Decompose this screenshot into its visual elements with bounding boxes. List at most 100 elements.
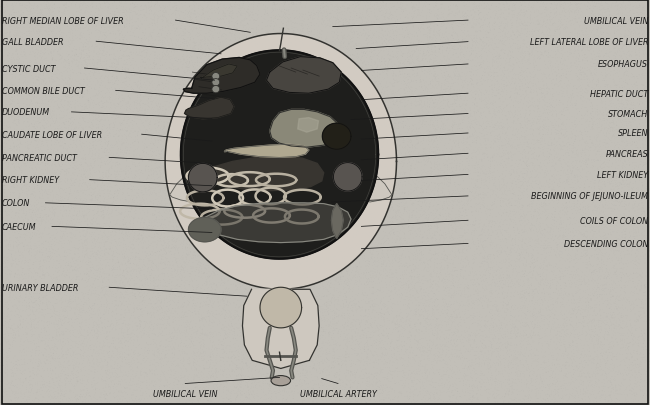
Point <box>593 168 603 175</box>
Point <box>70 170 80 177</box>
Point <box>339 158 349 164</box>
Point <box>1 217 11 224</box>
Point <box>16 339 26 345</box>
Point <box>246 330 256 337</box>
Point <box>505 313 515 319</box>
Point <box>547 100 558 107</box>
Point <box>600 1 610 7</box>
Point <box>474 145 484 151</box>
Point <box>480 0 491 4</box>
Point <box>488 0 499 4</box>
Point <box>599 53 609 60</box>
Point <box>250 367 261 373</box>
Point <box>158 260 168 266</box>
Point <box>82 378 92 384</box>
Point <box>469 5 480 11</box>
Point <box>450 344 461 350</box>
Point <box>55 290 65 297</box>
Point <box>590 383 600 389</box>
Point <box>174 369 184 375</box>
Point <box>176 339 187 345</box>
Point <box>318 240 329 246</box>
Point <box>294 298 304 305</box>
Point <box>254 28 265 34</box>
Point <box>426 95 437 102</box>
Point <box>117 390 127 397</box>
Point <box>109 309 119 315</box>
Point <box>0 150 9 157</box>
Point <box>333 90 343 97</box>
Point <box>592 245 602 252</box>
Point <box>482 151 493 158</box>
Point <box>199 215 209 222</box>
Point <box>283 88 294 94</box>
Point <box>378 354 389 361</box>
Point <box>506 330 517 337</box>
Point <box>98 47 109 53</box>
Point <box>417 339 428 346</box>
Point <box>245 269 255 275</box>
Point <box>274 185 285 192</box>
Point <box>0 158 5 164</box>
Point <box>64 15 74 21</box>
Point <box>461 76 471 82</box>
Point <box>133 195 143 201</box>
Point <box>569 37 579 43</box>
Point <box>630 208 641 215</box>
Point <box>298 240 309 247</box>
Point <box>489 378 500 385</box>
Point <box>263 103 273 109</box>
Point <box>40 295 51 301</box>
Point <box>588 12 599 19</box>
Point <box>447 192 457 198</box>
Point <box>148 361 158 367</box>
Point <box>29 122 40 128</box>
Point <box>10 213 21 219</box>
Point <box>380 111 391 118</box>
Point <box>621 217 632 223</box>
Point <box>71 307 81 313</box>
Point <box>298 55 308 62</box>
Point <box>122 66 132 72</box>
Point <box>450 38 461 44</box>
Point <box>283 34 293 41</box>
Point <box>483 77 493 84</box>
Point <box>359 102 370 109</box>
Point <box>346 342 356 349</box>
Point <box>568 216 578 222</box>
Point <box>155 102 166 109</box>
Point <box>92 228 103 234</box>
Point <box>596 0 606 6</box>
Point <box>551 102 562 109</box>
Point <box>323 331 333 337</box>
Point <box>603 135 614 142</box>
Point <box>164 45 174 51</box>
Point <box>203 393 213 399</box>
Point <box>105 289 116 295</box>
Point <box>588 122 598 129</box>
Point <box>479 134 489 140</box>
Point <box>639 21 649 28</box>
Point <box>274 340 285 346</box>
Point <box>485 97 495 103</box>
Point <box>512 246 523 253</box>
Point <box>322 398 332 405</box>
Point <box>566 9 576 15</box>
Point <box>76 325 86 331</box>
Point <box>110 9 120 15</box>
Point <box>483 301 493 308</box>
Point <box>341 399 352 405</box>
Point <box>363 350 374 356</box>
Point <box>21 291 31 298</box>
Point <box>558 292 568 299</box>
Point <box>483 155 493 162</box>
Point <box>627 203 638 209</box>
Point <box>430 396 440 403</box>
Point <box>519 126 529 132</box>
Point <box>75 19 86 26</box>
Point <box>573 304 584 310</box>
Point <box>292 96 303 102</box>
Point <box>462 141 472 147</box>
Point <box>587 253 597 259</box>
Point <box>512 18 522 25</box>
